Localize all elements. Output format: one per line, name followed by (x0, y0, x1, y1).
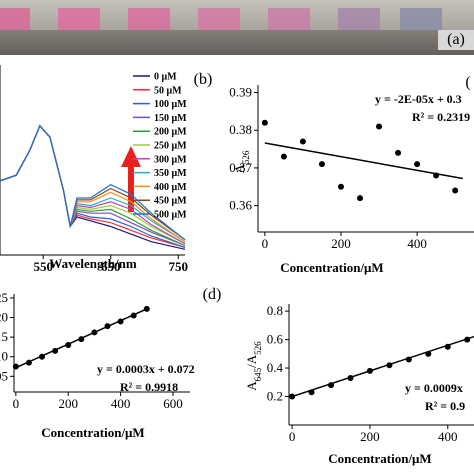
x-tick-label: 600 (163, 396, 183, 411)
y-tick-label: 0.2 (267, 389, 283, 404)
spectrum-line (0, 124, 186, 241)
panel-label: (a) (447, 31, 465, 48)
data-point (464, 336, 471, 343)
y-tick-label: 0.15 (0, 329, 8, 344)
data-point (39, 353, 46, 360)
legend-label: 0 μM (154, 72, 177, 83)
y-tick-label: 0.4 (267, 360, 284, 375)
y-tick-label: 0.36 (229, 198, 252, 213)
data-point (130, 312, 137, 319)
y-tick-label: 0.6 (267, 332, 284, 347)
y-tick-label: 0.05 (0, 368, 8, 383)
y-tick-label: 0.20 (0, 310, 8, 325)
data-point (444, 343, 451, 350)
y-tick-label: 0.37 (229, 160, 252, 175)
data-point (366, 367, 373, 374)
data-point (261, 119, 268, 126)
x-tick-label: 200 (360, 429, 380, 444)
x-tick-label: 0 (262, 236, 269, 251)
data-point (280, 153, 287, 160)
panel-label: (d) (203, 286, 222, 303)
y-axis-title-part: 526 (253, 341, 263, 355)
legend-label: 50 μM (154, 85, 182, 96)
x-tick-label: 400 (438, 429, 458, 444)
data-point (386, 362, 393, 369)
x-tick-label: 400 (407, 236, 427, 251)
data-point (65, 341, 72, 348)
legend-label: 450 μM (154, 196, 187, 207)
x-tick-label: 0 (13, 396, 20, 411)
y-tick-label: 0.25 (0, 290, 8, 305)
x-tick-label: 400 (111, 396, 131, 411)
data-point (318, 161, 325, 168)
y-axis-title: A526 (232, 150, 251, 173)
data-point (328, 382, 335, 389)
x-tick-label: 200 (58, 396, 78, 411)
equation: y = -2E-05x + 0.3 (375, 92, 462, 106)
trend-arrow (121, 146, 141, 212)
data-point (299, 138, 306, 145)
panel-label: ( (465, 74, 470, 91)
data-point (405, 356, 412, 363)
data-point (337, 183, 344, 190)
data-point (117, 318, 124, 325)
data-point (395, 149, 402, 156)
y-axis-title-part: A (232, 163, 247, 173)
legend-label: 350 μM (154, 168, 187, 179)
x-axis-title: Concentration/μM (280, 260, 383, 275)
data-point (91, 329, 98, 336)
data-point (308, 389, 315, 396)
panel-label: (b) (194, 71, 213, 88)
x-axis-title: Concentration/μM (328, 451, 431, 466)
equation: y = 0.0003x + 0.072 (97, 362, 195, 376)
y-axis-title-part: 526 (241, 150, 251, 164)
equation: y = 0.0009x (405, 381, 463, 395)
y-axis-title-part: 645 (253, 367, 263, 381)
data-point (376, 123, 383, 130)
x-tick-label: 550 (33, 259, 53, 274)
y-axis-title: A645/A526 (244, 341, 263, 391)
legend-label: 100 μM (154, 99, 187, 110)
equation: R² = 0.9 (425, 399, 465, 413)
data-point (433, 172, 440, 179)
data-point (452, 187, 459, 194)
legend-label: 400 μM (154, 182, 187, 193)
data-point (357, 195, 364, 202)
y-axis-title-part: /A (244, 354, 259, 368)
data-point (425, 350, 432, 357)
y-tick-label: 0.39 (229, 85, 252, 100)
trendline (264, 142, 463, 180)
data-point (104, 323, 111, 330)
x-tick-label: 750 (168, 259, 188, 274)
x-axis-title: Wavelength/nm (49, 256, 137, 271)
y-axis-title-part: A (244, 381, 259, 391)
data-point (25, 359, 32, 366)
equation: R² = 0.9918 (120, 380, 178, 394)
y-tick-label: 0.38 (229, 122, 252, 137)
data-point (12, 363, 19, 370)
x-tick-label: 0 (289, 429, 296, 444)
data-point (289, 393, 296, 400)
legend-label: 300 μM (154, 154, 187, 165)
x-tick-label: 650 (101, 259, 121, 274)
legend-label: 200 μM (154, 127, 187, 138)
data-point (414, 161, 421, 168)
y-tick-label: 0.10 (0, 349, 8, 364)
data-point (52, 347, 59, 354)
legend-label: 500 μM (154, 210, 187, 221)
x-tick-label: 200 (331, 236, 351, 251)
equation: R² = 0.2319 (412, 110, 470, 124)
vial-photo (0, 0, 474, 55)
legend-label: 250 μM (154, 141, 187, 152)
y-tick-label: 0.8 (267, 303, 283, 318)
data-point (78, 336, 85, 343)
data-point (347, 375, 354, 382)
x-axis-title: Concentration/μM (41, 425, 144, 440)
data-point (143, 305, 150, 312)
legend-label: 150 μM (154, 113, 187, 124)
